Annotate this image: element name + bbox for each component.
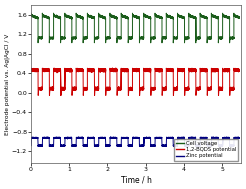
Zinc potential (109, 137, 112, 139)
1,2-BQDS potential (222, 70, 225, 72)
Zinc potential (143, 137, 146, 139)
1,2-BQDS potential (143, 69, 146, 71)
1,2-BQDS potential (102, 68, 105, 71)
Line: Zinc potential: Zinc potential (31, 137, 239, 147)
Zinc potential (238, 137, 241, 139)
1,2-BQDS potential (30, 67, 32, 69)
Cell voltage (109, 14, 112, 16)
Zinc potential (109, 136, 112, 138)
1,2-BQDS potential (37, 94, 40, 97)
X-axis label: Time / h: Time / h (121, 175, 152, 184)
Y-axis label: Electrode potential vs. Ag|AgCl / V: Electrode potential vs. Ag|AgCl / V (5, 33, 10, 135)
Line: 1,2-BQDS potential: 1,2-BQDS potential (31, 68, 239, 95)
Cell voltage (102, 16, 105, 19)
Zinc potential (30, 145, 32, 147)
Cell voltage (138, 42, 141, 44)
Zinc potential (138, 137, 140, 139)
Cell voltage (238, 17, 241, 19)
Zinc potential (231, 146, 233, 148)
Legend: Cell voltage, 1,2-BQDS potential, Zinc potential: Cell voltage, 1,2-BQDS potential, Zinc p… (174, 139, 239, 161)
Zinc potential (102, 137, 105, 139)
1,2-BQDS potential (111, 67, 114, 69)
Line: Cell voltage: Cell voltage (31, 13, 239, 43)
Cell voltage (30, 12, 32, 14)
Zinc potential (222, 137, 225, 139)
1,2-BQDS potential (238, 69, 241, 71)
Cell voltage (222, 15, 225, 17)
Cell voltage (143, 15, 146, 17)
1,2-BQDS potential (92, 69, 95, 71)
1,2-BQDS potential (138, 70, 140, 72)
1,2-BQDS potential (109, 68, 112, 70)
Zinc potential (92, 137, 95, 139)
Cell voltage (138, 17, 140, 19)
Cell voltage (92, 16, 95, 19)
